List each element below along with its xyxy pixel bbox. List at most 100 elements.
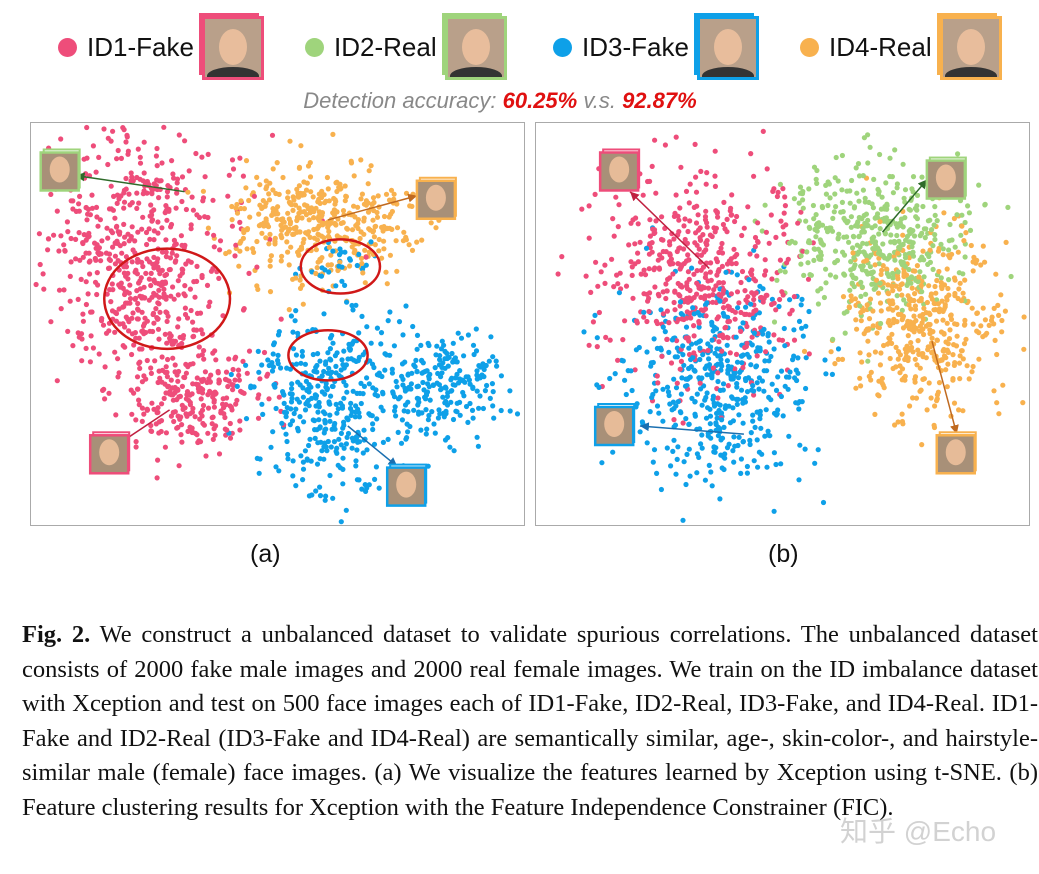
face-thumbnail <box>201 15 264 80</box>
scatter-point <box>254 238 260 245</box>
scatter-point <box>183 396 189 402</box>
scatter-point <box>440 360 446 366</box>
scatter-point <box>742 311 748 317</box>
scatter-point <box>717 298 723 304</box>
scatter-point <box>707 413 714 419</box>
scatter-point <box>920 351 926 357</box>
scatter-point <box>956 360 963 366</box>
scatter-point <box>322 361 329 367</box>
scatter-point <box>675 399 681 405</box>
scatter-point <box>194 212 200 218</box>
scatter-point <box>610 216 616 222</box>
scatter-point <box>420 379 426 386</box>
scatter-point <box>771 346 777 352</box>
scatter-point <box>799 296 805 302</box>
scatter-point <box>871 246 878 252</box>
scatter-point <box>960 290 966 296</box>
scatter-point <box>684 315 690 321</box>
scatter-point <box>894 185 900 191</box>
scatter-point <box>149 190 155 196</box>
scatter-point <box>996 312 1002 318</box>
scatter-point <box>371 234 377 240</box>
scatter-point <box>707 421 713 427</box>
scatter-point <box>857 375 863 381</box>
scatter-point <box>110 128 116 134</box>
scatter-point <box>894 319 900 325</box>
scatter-point <box>962 219 968 226</box>
scatter-point <box>423 407 429 413</box>
scatter-point <box>993 271 999 277</box>
scatter-point <box>254 283 260 289</box>
scatter-point <box>890 365 896 372</box>
scatter-point <box>197 416 203 422</box>
scatter-point <box>275 204 281 210</box>
scatter-point <box>721 466 727 473</box>
scatter-point <box>586 342 592 348</box>
scatter-point <box>992 337 998 343</box>
scatter-point <box>384 281 390 287</box>
scatter-point <box>342 198 348 204</box>
scatter-point <box>647 409 653 415</box>
scatter-point <box>185 428 191 434</box>
scatter-point <box>780 224 786 230</box>
scatter-point <box>693 189 700 195</box>
scatter-point <box>991 388 997 394</box>
scatter-point <box>457 412 463 418</box>
scatter-point <box>339 357 345 363</box>
watermark: 知乎 @Echo <box>840 816 997 847</box>
scatter-point <box>722 405 728 411</box>
scatter-point <box>267 231 273 237</box>
scatter-point <box>721 313 727 319</box>
scatter-point <box>855 161 862 167</box>
scatter-point <box>734 251 740 258</box>
scatter-point <box>353 463 359 469</box>
scatter-point <box>374 214 381 220</box>
scatter-point <box>786 433 792 439</box>
scatter-point <box>435 370 441 377</box>
scatter-point <box>114 156 120 162</box>
scatter-point <box>135 229 141 235</box>
scatter-point <box>615 281 621 287</box>
scatter-point <box>876 231 882 237</box>
scatter-point <box>657 252 663 258</box>
scatter-point <box>401 408 407 414</box>
scatter-point <box>268 444 274 450</box>
scatter-point <box>693 340 699 346</box>
scatter-point <box>274 216 280 222</box>
scatter-point <box>336 252 343 258</box>
pointer-arrow <box>347 425 398 467</box>
scatter-point <box>929 350 935 356</box>
scatter-point <box>121 199 128 205</box>
scatter-point <box>658 486 664 493</box>
scatter-point <box>877 226 883 232</box>
scatter-point <box>92 240 98 246</box>
scatter-point <box>777 268 783 274</box>
scatter-point <box>378 404 384 410</box>
scatter-point <box>758 425 764 431</box>
scatter-point <box>155 264 161 270</box>
scatter-point <box>291 410 297 417</box>
scatter-point <box>711 403 718 409</box>
scatter-point <box>342 249 348 255</box>
scatter-point <box>229 157 236 163</box>
scatter-point <box>480 361 486 367</box>
scatter-point <box>704 224 710 230</box>
scatter-point <box>829 371 835 377</box>
scatter-point <box>708 260 714 266</box>
scatter-point <box>911 313 917 319</box>
scatter-point <box>161 286 167 292</box>
scatter-point <box>676 229 682 235</box>
scatter-point <box>622 377 628 383</box>
scatter-point <box>209 415 215 421</box>
scatter-point <box>62 248 68 254</box>
scatter-point <box>894 232 900 239</box>
scatter-point <box>632 241 638 247</box>
scatter-point <box>226 378 232 384</box>
scatter-point <box>162 279 168 285</box>
scatter-point <box>477 393 483 399</box>
scatter-point <box>330 340 336 346</box>
pointer-arrow <box>931 340 959 435</box>
scatter-point <box>458 335 465 341</box>
scatter-point <box>326 228 332 235</box>
scatter-point <box>470 415 476 421</box>
